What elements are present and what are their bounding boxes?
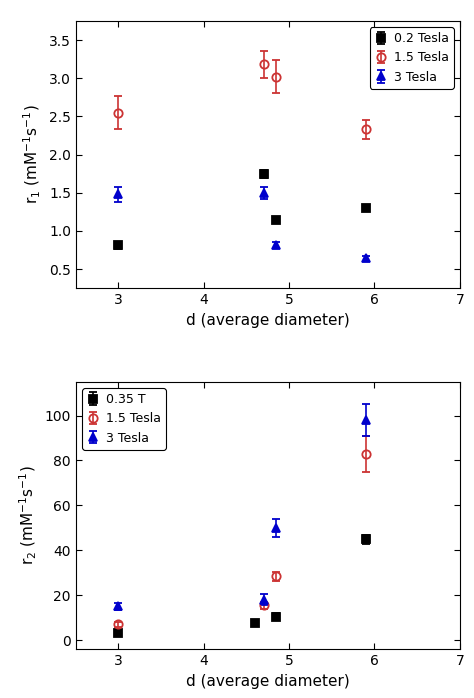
X-axis label: d (average diameter): d (average diameter) xyxy=(186,313,350,327)
Y-axis label: r$_2$ (mM$^{-1}$s$^{-1}$): r$_2$ (mM$^{-1}$s$^{-1}$) xyxy=(18,466,39,565)
X-axis label: d (average diameter): d (average diameter) xyxy=(186,674,350,688)
Legend: 0.2 Tesla, 1.5 Tesla, 3 Tesla: 0.2 Tesla, 1.5 Tesla, 3 Tesla xyxy=(370,27,454,89)
Y-axis label: r$_1$ (mM$^{-1}$s$^{-1}$): r$_1$ (mM$^{-1}$s$^{-1}$) xyxy=(22,105,44,205)
Legend: 0.35 T, 1.5 Tesla, 3 Tesla: 0.35 T, 1.5 Tesla, 3 Tesla xyxy=(82,388,166,450)
